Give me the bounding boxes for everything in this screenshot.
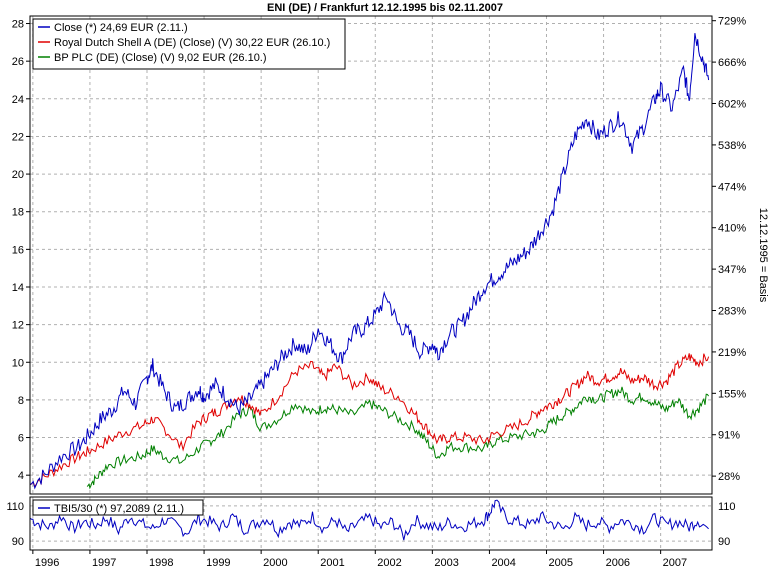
x-tick-label: 2000 (263, 557, 287, 569)
x-tick-label: 1997 (92, 557, 116, 569)
y2-tick-label: 474% (718, 181, 746, 193)
y-tick-label: 12 (12, 320, 24, 332)
y2-tick-label: 538% (718, 140, 746, 152)
main-series-group (29, 33, 710, 490)
y2-tick-label: 91% (718, 430, 740, 442)
main-y-ticks: 4 6 8 10 12 14 16 18 20 22 24 26 28 (12, 19, 30, 482)
right-y-ticks: 28% 91% 155% 219% 283% 347% 410% 474% 538% 602% 66… (712, 16, 746, 483)
legend-box (32, 18, 346, 70)
y-tick-label: 16 (12, 244, 24, 256)
sub-series-group (29, 499, 709, 541)
sub-y2-tick-label: 90 (718, 536, 730, 548)
y2-tick-label: 666% (718, 57, 746, 69)
y2-tick-label: 729% (718, 16, 746, 28)
x-tick-label: 2006 (606, 557, 630, 569)
y-tick-label: 20 (12, 169, 24, 181)
indicator-legend-box (32, 499, 204, 516)
y-tick-label: 8 (18, 395, 24, 407)
y2-tick-label: 410% (718, 223, 746, 235)
y-tick-label: 4 (18, 470, 24, 482)
y-tick-label: 18 (12, 207, 24, 219)
y-tick-label: 14 (12, 282, 24, 294)
x-tick-label: 2003 (434, 557, 458, 569)
indicator-plot-frame (29, 496, 713, 551)
x-ticks: 1996 1997 1998 1999 2000 2001 2002 2003 2004 2005… (32, 550, 687, 569)
main-legend: Close (*) 24,69 EUR (2.11.) Royal Dutch S… (32, 18, 346, 70)
legend-entry: Close (*) 24,69 EUR (2.11.) (54, 22, 188, 34)
main-plot-frame (29, 15, 713, 495)
x-tick-label: 2004 (491, 557, 515, 569)
chart-title: ENI (DE) / Frankfurt 12.12.1995 bis 02.1… (267, 2, 503, 14)
right-axis-label: 12.12.1995 = Basis (757, 208, 769, 303)
y-tick-label: 6 (18, 433, 24, 445)
x-tick-label: 1996 (35, 557, 59, 569)
x-tick-label: 2002 (377, 557, 401, 569)
sub-y-ticks: 90 90 110 110 (6, 501, 735, 548)
y-tick-label: 22 (12, 131, 24, 143)
legend-entry: BP PLC (DE) (Close) (V) 9,02 EUR (26.10.… (54, 52, 267, 64)
sub-y2-tick-label: 110 (718, 501, 736, 513)
y2-tick-label: 347% (718, 264, 746, 276)
series-line-0 (29, 33, 710, 490)
series-line-2 (86, 386, 709, 490)
x-tick-label: 2005 (549, 557, 573, 569)
x-tick-label: 1999 (206, 557, 230, 569)
y-tick-label: 24 (12, 94, 24, 106)
sub-y-tick-label: 90 (12, 536, 24, 548)
legend-entry: Royal Dutch Shell A (DE) (Close) (V) 30,… (54, 37, 330, 49)
y2-tick-label: 283% (718, 306, 746, 318)
y2-tick-label: 28% (718, 471, 740, 483)
sub-y-tick-label: 110 (6, 501, 24, 513)
y-tick-label: 10 (12, 357, 24, 369)
y2-tick-label: 602% (718, 99, 746, 111)
y-tick-label: 26 (12, 56, 24, 68)
indicator-legend: TBI5/30 (*) 97,2089 (2.11.) (32, 499, 204, 516)
y2-tick-label: 219% (718, 347, 746, 359)
x-tick-label: 1998 (149, 557, 173, 569)
x-tick-label: 2001 (320, 557, 344, 569)
indicator-legend-entry: TBI5/30 (*) 97,2089 (2.11.) (54, 503, 184, 515)
y2-tick-label: 155% (718, 388, 746, 400)
y-tick-label: 28 (12, 19, 24, 31)
indicator-series-line (29, 499, 709, 541)
main-grid (30, 16, 712, 494)
series-line-1 (29, 353, 710, 488)
x-tick-label: 2007 (663, 557, 687, 569)
